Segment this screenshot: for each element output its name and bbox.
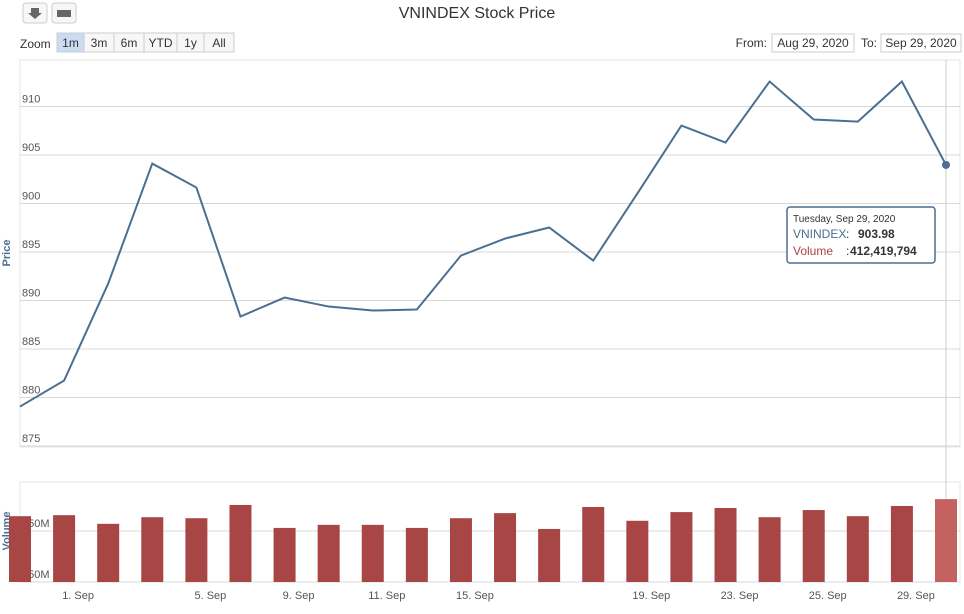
x-tick-label: 1. Sep — [62, 590, 94, 602]
x-tick-label: 11. Sep — [368, 590, 405, 602]
volume-bar — [626, 520, 649, 582]
volume-bar — [97, 523, 120, 582]
zoom-button-label[interactable]: All — [212, 36, 225, 50]
y-tick-label: 900 — [22, 191, 40, 203]
volume-bar — [846, 516, 869, 582]
tooltip-value: 412,419,794 — [850, 244, 917, 258]
zoom-button-label[interactable]: 1y — [184, 36, 197, 50]
to-input[interactable] — [880, 33, 962, 53]
chart-title: VNINDEX Stock Price — [399, 5, 556, 22]
volume-bar — [758, 517, 781, 582]
tooltip-series-name: VNINDEX — [793, 227, 846, 241]
volume-bar — [317, 524, 340, 582]
volume-bar — [185, 518, 208, 582]
from-date[interactable]: Aug 29, 2020 — [777, 36, 849, 50]
zoom-button-label[interactable]: YTD — [149, 36, 173, 50]
zoom-button[interactable] — [203, 32, 235, 53]
volume-bar — [449, 518, 472, 582]
volume-bar — [9, 516, 31, 582]
volume-bar — [273, 527, 296, 582]
tooltip-box — [786, 206, 936, 264]
price-pane — [19, 59, 961, 448]
y-axis-title: Price — [1, 240, 13, 267]
price-marker — [942, 160, 950, 169]
to-label: To: — [861, 36, 877, 50]
volume-bar — [582, 507, 605, 582]
x-tick-label: 9. Sep — [283, 590, 315, 602]
from-label: From: — [736, 36, 767, 50]
download-icon — [28, 8, 42, 19]
volume-bar — [890, 505, 913, 582]
y-tick-label: 875 — [22, 433, 40, 445]
tooltip-separator: : — [846, 227, 849, 241]
volume-bar — [53, 515, 76, 582]
y-tick-label: 905 — [22, 142, 40, 154]
from-input[interactable] — [771, 33, 855, 53]
x-tick-label: 23. Sep — [721, 590, 759, 602]
x-tick-label: 5. Sep — [194, 590, 226, 602]
volume-bar — [670, 512, 693, 582]
y-tick-label: 890 — [22, 288, 40, 300]
volume-bar — [361, 524, 384, 582]
tooltip: Tuesday, Sep 29, 2020 VNINDEX:903.98 Volum… — [786, 206, 936, 264]
tooltip-separator: : — [846, 244, 849, 258]
price-line — [19, 79, 947, 408]
volume-bar — [935, 499, 957, 582]
zoom-buttons: 1m 3m 6m YTD 1y All — [56, 32, 235, 53]
x-tick-label: 19. Sep — [632, 590, 670, 602]
x-tick-label: 25. Sep — [809, 590, 847, 602]
y-tick-label: 885 — [22, 336, 40, 348]
zoom-button-label[interactable]: 1m — [62, 36, 79, 50]
tooltip-date: Tuesday, Sep 29, 2020 — [793, 214, 896, 225]
tooltip-value: 903.98 — [858, 227, 895, 241]
volume-bar — [538, 528, 561, 582]
volume-bar — [229, 504, 252, 582]
zoom-button-label[interactable]: 6m — [121, 36, 138, 50]
print-icon — [57, 10, 71, 17]
tooltip-series-name: Volume — [793, 244, 833, 258]
volume-bar — [802, 510, 825, 582]
y-tick-label: 880 — [22, 385, 40, 397]
volume-bar — [494, 513, 517, 582]
y-tick-label: 895 — [22, 239, 40, 251]
x-tick-label: 29. Sep — [897, 590, 935, 602]
volume-bar — [141, 517, 164, 582]
zoom-label: Zoom — [20, 37, 51, 51]
export-icons — [22, 2, 77, 24]
zoom-button-label[interactable]: 3m — [91, 36, 108, 50]
volume-bar — [714, 508, 737, 582]
to-date[interactable]: Sep 29, 2020 — [885, 36, 957, 50]
volume-bar — [405, 527, 428, 582]
y-tick-label: 910 — [22, 94, 40, 106]
x-tick-label: 15. Sep — [456, 590, 494, 602]
